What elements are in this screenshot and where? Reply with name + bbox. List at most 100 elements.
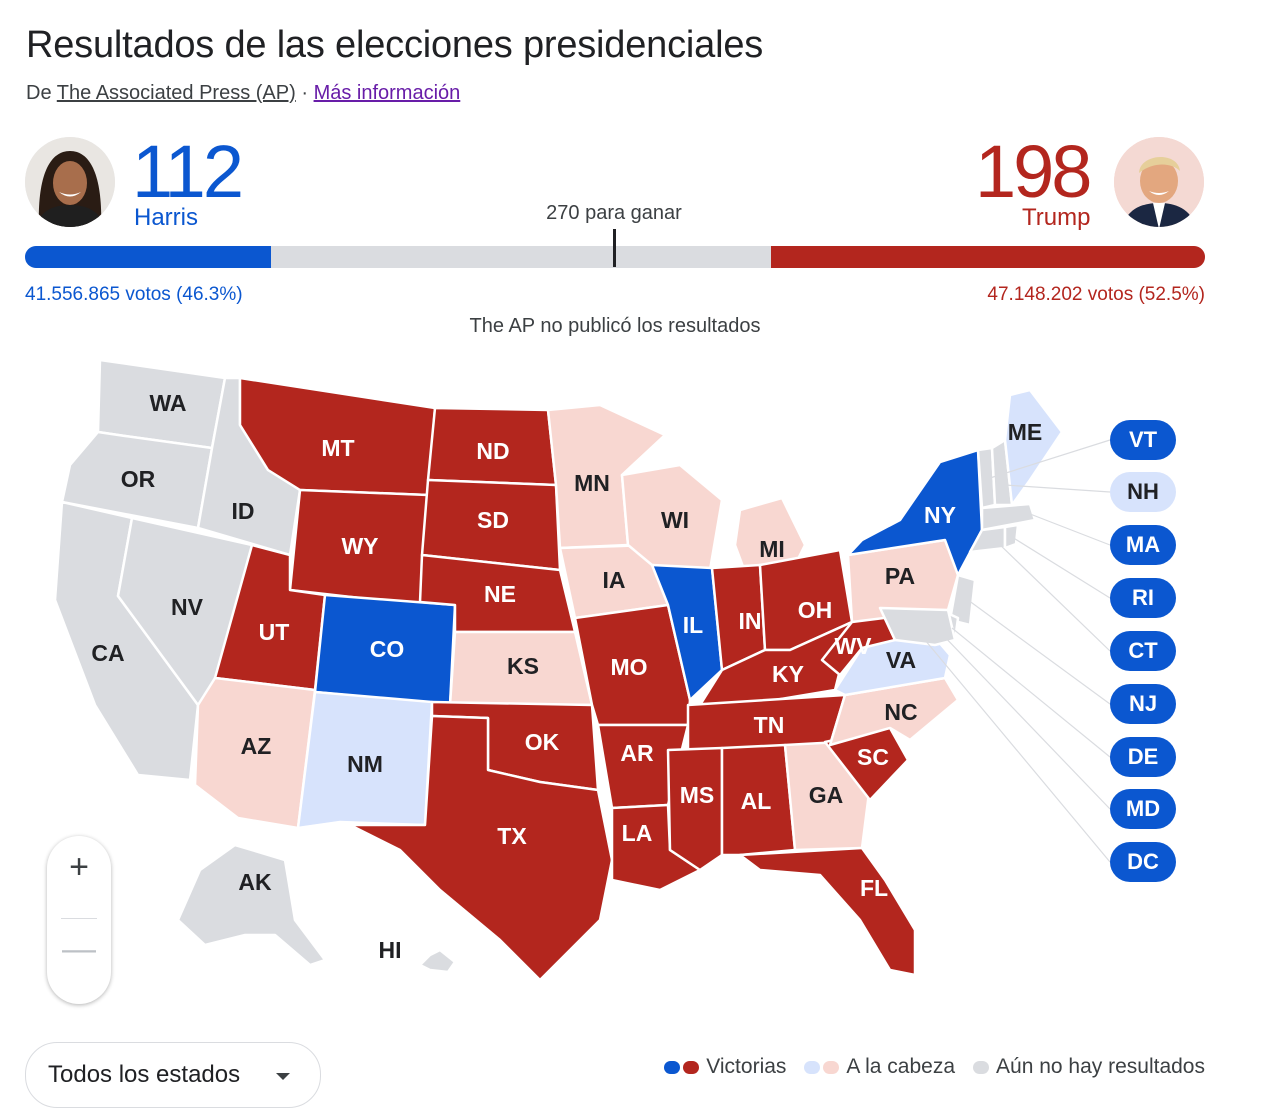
state-nm[interactable] (296, 690, 434, 830)
harris-bar-fill (25, 246, 271, 268)
state-ms[interactable] (666, 746, 724, 872)
source-line: De The Associated Press (AP) · Más infor… (26, 82, 460, 105)
state-nj[interactable] (948, 573, 977, 627)
win-threshold-marker (613, 229, 616, 267)
state-il[interactable] (650, 563, 724, 702)
state-label-ia: IA (603, 567, 626, 593)
state-label-sc: SC (857, 744, 889, 770)
legend-win-rep-swatch (683, 1060, 700, 1074)
harris-electoral-count: 112 (132, 130, 244, 213)
legend-leading-label: A la cabeza (846, 1055, 956, 1078)
state-label-mn: MN (574, 470, 610, 496)
state-ri[interactable] (1003, 523, 1020, 550)
zoom-divider (61, 918, 97, 919)
chevron-down-icon (276, 1073, 290, 1080)
legend-none-swatch (973, 1060, 990, 1074)
state-label-al: AL (741, 788, 772, 814)
state-label-wa: WA (149, 390, 186, 416)
legend-no-results: Aún no hay resultados (973, 1055, 1205, 1079)
state-label-nv: NV (171, 594, 204, 620)
state-filter-value: Todos los estados (48, 1061, 241, 1088)
small-state-dc-button[interactable]: DC (1110, 842, 1176, 882)
legend-wins-label: Victorias (706, 1055, 787, 1078)
state-label-wy: WY (341, 533, 378, 559)
small-state-nj-button[interactable]: NJ (1110, 684, 1176, 724)
state-label-va: VA (886, 647, 916, 673)
state-label-mi: MI (759, 536, 785, 562)
zoom-in-button[interactable]: + (69, 848, 89, 886)
state-label-fl: FL (860, 875, 888, 901)
state-tx[interactable] (348, 714, 614, 982)
small-state-vt-button[interactable]: VT (1110, 420, 1176, 460)
state-label-ut: UT (259, 619, 290, 645)
trump-electoral-count: 198 (975, 130, 1092, 213)
zoom-out-button[interactable]: — (62, 930, 96, 968)
source-link[interactable]: The Associated Press (AP) (56, 82, 296, 104)
small-state-md-button[interactable]: MD (1110, 789, 1176, 829)
small-state-ct-button[interactable]: CT (1110, 631, 1176, 671)
legend-win-dem-swatch (664, 1060, 681, 1074)
state-label-ca: CA (91, 640, 124, 666)
legend-lead-dem-swatch (804, 1060, 821, 1074)
source-prefix: De (26, 82, 52, 104)
results-notice: The AP no publicó los resultados (469, 315, 761, 337)
trump-avatar (1114, 137, 1204, 227)
state-label-me: ME (1008, 419, 1043, 445)
state-label-or: OR (121, 466, 156, 492)
small-state-ri-button[interactable]: RI (1110, 578, 1176, 618)
state-label-tn: TN (754, 712, 785, 738)
us-electoral-map[interactable]: WA OR CA NV ID MT WY UT AZ CO NM ND SD N… (0, 340, 1281, 1040)
source-separator: · (301, 82, 308, 104)
state-me[interactable] (1003, 388, 1064, 507)
page-title: Resultados de las elecciones presidencia… (26, 24, 764, 66)
map-legend: Victorias A la cabeza Aún no hay resulta… (646, 1055, 1205, 1079)
state-label-pa: PA (885, 563, 915, 589)
small-state-nh-button[interactable]: NH (1110, 472, 1176, 512)
state-label-hi: HI (379, 937, 402, 963)
state-ak[interactable] (176, 843, 327, 967)
state-hi[interactable] (418, 948, 457, 974)
state-label-ky: KY (772, 661, 804, 687)
state-label-in: IN (739, 608, 762, 634)
state-label-ne: NE (484, 581, 516, 607)
state-label-co: CO (370, 636, 405, 662)
small-state-de-button[interactable]: DE (1110, 737, 1176, 777)
state-fl[interactable] (738, 846, 917, 977)
state-label-mt: MT (321, 435, 354, 461)
harris-popular-votes: 41.556.865 votos (46.3%) (25, 284, 243, 305)
state-label-id: ID (232, 498, 255, 524)
legend-lead-rep-swatch (823, 1060, 840, 1074)
state-md[interactable] (878, 606, 957, 647)
state-label-la: LA (622, 820, 653, 846)
state-label-wv: WV (834, 633, 872, 659)
zoom-control: + — (47, 836, 111, 1004)
harris-name: Harris (134, 204, 198, 231)
state-label-ms: MS (680, 782, 715, 808)
state-label-oh: OH (798, 597, 833, 623)
legend-leading: A la cabeza (804, 1055, 955, 1079)
harris-avatar (25, 137, 115, 227)
state-ma[interactable] (980, 502, 1037, 532)
trump-popular-votes: 47.148.202 votos (52.5%) (987, 284, 1205, 305)
to-win-label: 270 para ganar (546, 202, 682, 224)
legend-wins: Victorias (664, 1055, 786, 1079)
state-label-az: AZ (241, 733, 272, 759)
legend-no-results-label: Aún no hay resultados (996, 1055, 1205, 1078)
trump-bar-fill (771, 246, 1205, 268)
small-state-ma-button[interactable]: MA (1110, 525, 1176, 565)
state-label-nm: NM (347, 751, 383, 777)
state-label-mo: MO (610, 654, 647, 680)
state-label-ak: AK (238, 869, 272, 895)
state-label-nd: ND (476, 438, 509, 464)
state-label-ok: OK (525, 729, 560, 755)
state-label-ny: NY (924, 502, 956, 528)
state-label-sd: SD (477, 507, 509, 533)
state-label-tx: TX (497, 823, 527, 849)
state-label-ga: GA (809, 782, 844, 808)
state-filter-dropdown[interactable]: Todos los estados (25, 1042, 321, 1108)
state-label-nc: NC (884, 699, 917, 725)
state-label-ks: KS (507, 653, 539, 679)
trump-name: Trump (1022, 204, 1091, 231)
more-info-link[interactable]: Más información (313, 82, 461, 104)
state-label-il: IL (683, 612, 703, 638)
